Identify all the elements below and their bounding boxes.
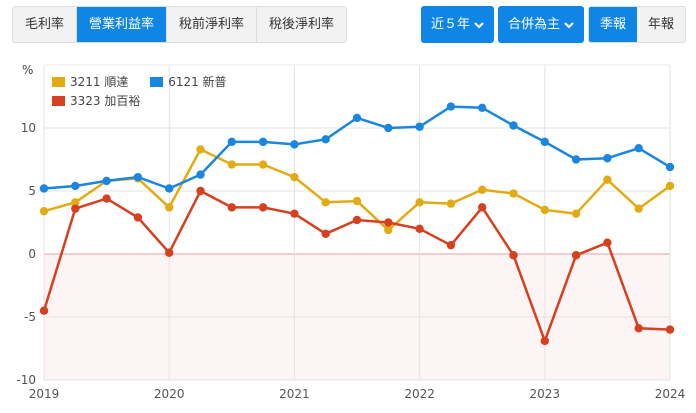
x-tick-label: 2024 bbox=[655, 387, 686, 401]
data-point[interactable] bbox=[102, 194, 111, 203]
data-point[interactable] bbox=[415, 198, 424, 207]
data-point[interactable] bbox=[321, 135, 330, 144]
data-point[interactable] bbox=[571, 155, 581, 164]
data-point[interactable] bbox=[384, 218, 393, 227]
data-point[interactable] bbox=[634, 324, 643, 333]
data-point[interactable] bbox=[165, 248, 174, 257]
basis-dropdown[interactable]: 合併為主 bbox=[497, 6, 584, 43]
data-point[interactable] bbox=[227, 160, 236, 169]
annual-button[interactable]: 年報 bbox=[636, 7, 685, 42]
data-point[interactable] bbox=[71, 204, 80, 213]
data-point[interactable] bbox=[478, 203, 487, 212]
data-point[interactable] bbox=[665, 181, 675, 191]
data-point[interactable] bbox=[415, 224, 424, 233]
data-point[interactable] bbox=[102, 176, 111, 186]
data-point[interactable] bbox=[290, 209, 299, 218]
data-point[interactable] bbox=[571, 209, 581, 218]
data-point[interactable] bbox=[290, 172, 299, 182]
basis-dropdown-label: 合併為主 bbox=[507, 17, 560, 32]
data-point[interactable] bbox=[196, 186, 205, 196]
tab-gross-margin[interactable]: 毛利率 bbox=[13, 7, 78, 42]
data-point[interactable] bbox=[509, 189, 518, 198]
data-point[interactable] bbox=[634, 204, 643, 213]
chart-controls: 近５年 合併為主 季報 年報 bbox=[420, 6, 686, 43]
data-point[interactable] bbox=[509, 121, 518, 130]
data-point[interactable] bbox=[39, 184, 49, 193]
tab-operating-margin[interactable]: 營業利益率 bbox=[77, 7, 168, 42]
y-tick-label: -10 bbox=[16, 373, 36, 387]
data-point[interactable] bbox=[133, 213, 143, 222]
legend-label: 6121 新普 bbox=[168, 75, 227, 89]
x-tick-label: 2021 bbox=[279, 387, 310, 401]
data-point[interactable] bbox=[509, 251, 518, 260]
legend-item-6121[interactable]: 6121 新普 bbox=[150, 72, 227, 91]
data-point[interactable] bbox=[321, 198, 330, 207]
legend-item-3211[interactable]: 3211 順達 bbox=[52, 72, 128, 91]
data-point[interactable] bbox=[446, 199, 456, 208]
y-tick-label: 0 bbox=[28, 247, 36, 261]
legend-label: 3211 順達 bbox=[70, 75, 129, 89]
data-point[interactable] bbox=[415, 122, 424, 131]
data-point[interactable] bbox=[352, 113, 362, 123]
data-point[interactable] bbox=[665, 162, 675, 172]
data-point[interactable] bbox=[446, 102, 456, 111]
data-point[interactable] bbox=[352, 215, 362, 225]
data-point[interactable] bbox=[603, 154, 612, 163]
data-point[interactable] bbox=[71, 198, 80, 207]
x-tick-label: 2020 bbox=[154, 387, 185, 401]
data-point[interactable] bbox=[258, 137, 268, 147]
data-point[interactable] bbox=[603, 238, 612, 247]
data-point[interactable] bbox=[196, 170, 205, 179]
frequency-toggle: 季報 年報 bbox=[587, 6, 686, 43]
legend-swatch bbox=[52, 95, 65, 106]
data-point[interactable] bbox=[478, 103, 487, 113]
x-tick-label: 2019 bbox=[29, 387, 60, 401]
data-point[interactable] bbox=[165, 203, 174, 212]
data-point[interactable] bbox=[321, 229, 330, 239]
x-tick-label: 2023 bbox=[530, 387, 561, 401]
legend-swatch bbox=[52, 76, 65, 87]
legend-swatch bbox=[150, 76, 164, 87]
chevron-down-icon bbox=[564, 21, 574, 29]
chart-legend: 3211 順達 6121 新普 3323 加百裕 bbox=[52, 72, 245, 110]
data-point[interactable] bbox=[540, 336, 549, 346]
data-point[interactable] bbox=[71, 181, 80, 191]
data-point[interactable] bbox=[540, 137, 549, 147]
ratio-tabs: 毛利率 營業利益率 稅前淨利率 稅後淨利率 bbox=[12, 6, 348, 43]
y-tick-label: 10 bbox=[21, 121, 36, 135]
data-point[interactable] bbox=[665, 325, 675, 334]
data-point[interactable] bbox=[571, 251, 581, 260]
period-dropdown[interactable]: 近５年 bbox=[420, 6, 494, 43]
y-tick-label: 5 bbox=[28, 184, 36, 198]
data-point[interactable] bbox=[290, 140, 299, 149]
data-point[interactable] bbox=[227, 137, 236, 147]
chevron-down-icon bbox=[474, 21, 484, 29]
data-point[interactable] bbox=[384, 225, 393, 235]
data-point[interactable] bbox=[39, 206, 49, 216]
data-point[interactable] bbox=[634, 143, 643, 153]
data-point[interactable] bbox=[258, 160, 268, 169]
data-point[interactable] bbox=[258, 203, 268, 212]
data-point[interactable] bbox=[165, 184, 174, 193]
y-axis-unit: % bbox=[22, 63, 33, 77]
period-dropdown-label: 近５年 bbox=[430, 17, 470, 32]
data-point[interactable] bbox=[39, 306, 49, 315]
quarterly-button[interactable]: 季報 bbox=[588, 7, 637, 42]
data-point[interactable] bbox=[603, 175, 612, 184]
data-point[interactable] bbox=[352, 196, 362, 206]
data-point[interactable] bbox=[384, 123, 393, 133]
tab-net-margin[interactable]: 稅後淨利率 bbox=[257, 7, 347, 42]
y-tick-label: -5 bbox=[24, 310, 36, 324]
data-point[interactable] bbox=[540, 205, 549, 215]
x-tick-label: 2022 bbox=[404, 387, 435, 401]
data-point[interactable] bbox=[227, 203, 236, 212]
legend-item-3323[interactable]: 3323 加百裕 bbox=[52, 91, 140, 110]
data-point[interactable] bbox=[133, 172, 143, 182]
data-point[interactable] bbox=[196, 145, 205, 154]
tab-pretax-margin[interactable]: 稅前淨利率 bbox=[167, 7, 258, 42]
data-point[interactable] bbox=[478, 185, 487, 194]
legend-label: 3323 加百裕 bbox=[70, 94, 141, 108]
data-point[interactable] bbox=[446, 240, 456, 250]
